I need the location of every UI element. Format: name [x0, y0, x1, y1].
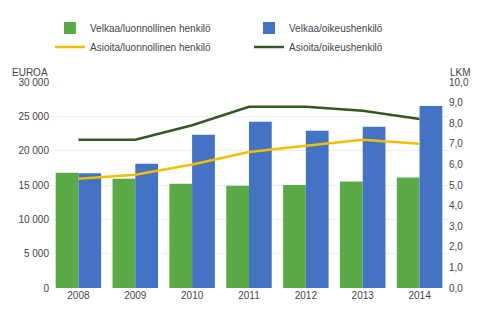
svg-text:Asioita/oikeushenkilö: Asioita/oikeushenkilö	[289, 42, 383, 53]
svg-text:5,0: 5,0	[449, 180, 463, 191]
svg-text:EUROA: EUROA	[12, 67, 48, 78]
svg-text:20 000: 20 000	[18, 145, 49, 156]
svg-text:2008: 2008	[67, 290, 90, 301]
svg-text:30 000: 30 000	[18, 77, 49, 88]
svg-text:3,0: 3,0	[449, 221, 463, 232]
svg-text:6,0: 6,0	[449, 159, 463, 170]
svg-text:2012: 2012	[295, 290, 318, 301]
svg-text:2013: 2013	[352, 290, 375, 301]
svg-text:5 000: 5 000	[24, 248, 49, 259]
svg-text:0,0: 0,0	[449, 283, 463, 294]
svg-text:2,0: 2,0	[449, 241, 463, 252]
svg-text:1,0: 1,0	[449, 262, 463, 273]
svg-text:0: 0	[43, 283, 49, 294]
svg-text:Velkaa/luonnollinen henkilö: Velkaa/luonnollinen henkilö	[90, 23, 211, 34]
svg-text:10 000: 10 000	[18, 214, 49, 225]
svg-text:2010: 2010	[181, 290, 204, 301]
svg-text:8,0: 8,0	[449, 118, 463, 129]
svg-text:2009: 2009	[124, 290, 147, 301]
svg-text:2014: 2014	[408, 290, 431, 301]
svg-text:4,0: 4,0	[449, 200, 463, 211]
svg-text:15 000: 15 000	[18, 180, 49, 191]
svg-text:2011: 2011	[238, 290, 260, 301]
svg-text:LKM: LKM	[450, 67, 471, 78]
svg-text:9,0: 9,0	[449, 97, 463, 108]
svg-text:10,0: 10,0	[449, 77, 469, 88]
svg-text:Velkaa/oikeushenkilö: Velkaa/oikeushenkilö	[289, 23, 383, 34]
svg-text:Asioita/luonnollinen henkilö: Asioita/luonnollinen henkilö	[90, 42, 211, 53]
svg-text:25 000: 25 000	[18, 111, 49, 122]
svg-text:7,0: 7,0	[449, 138, 463, 149]
